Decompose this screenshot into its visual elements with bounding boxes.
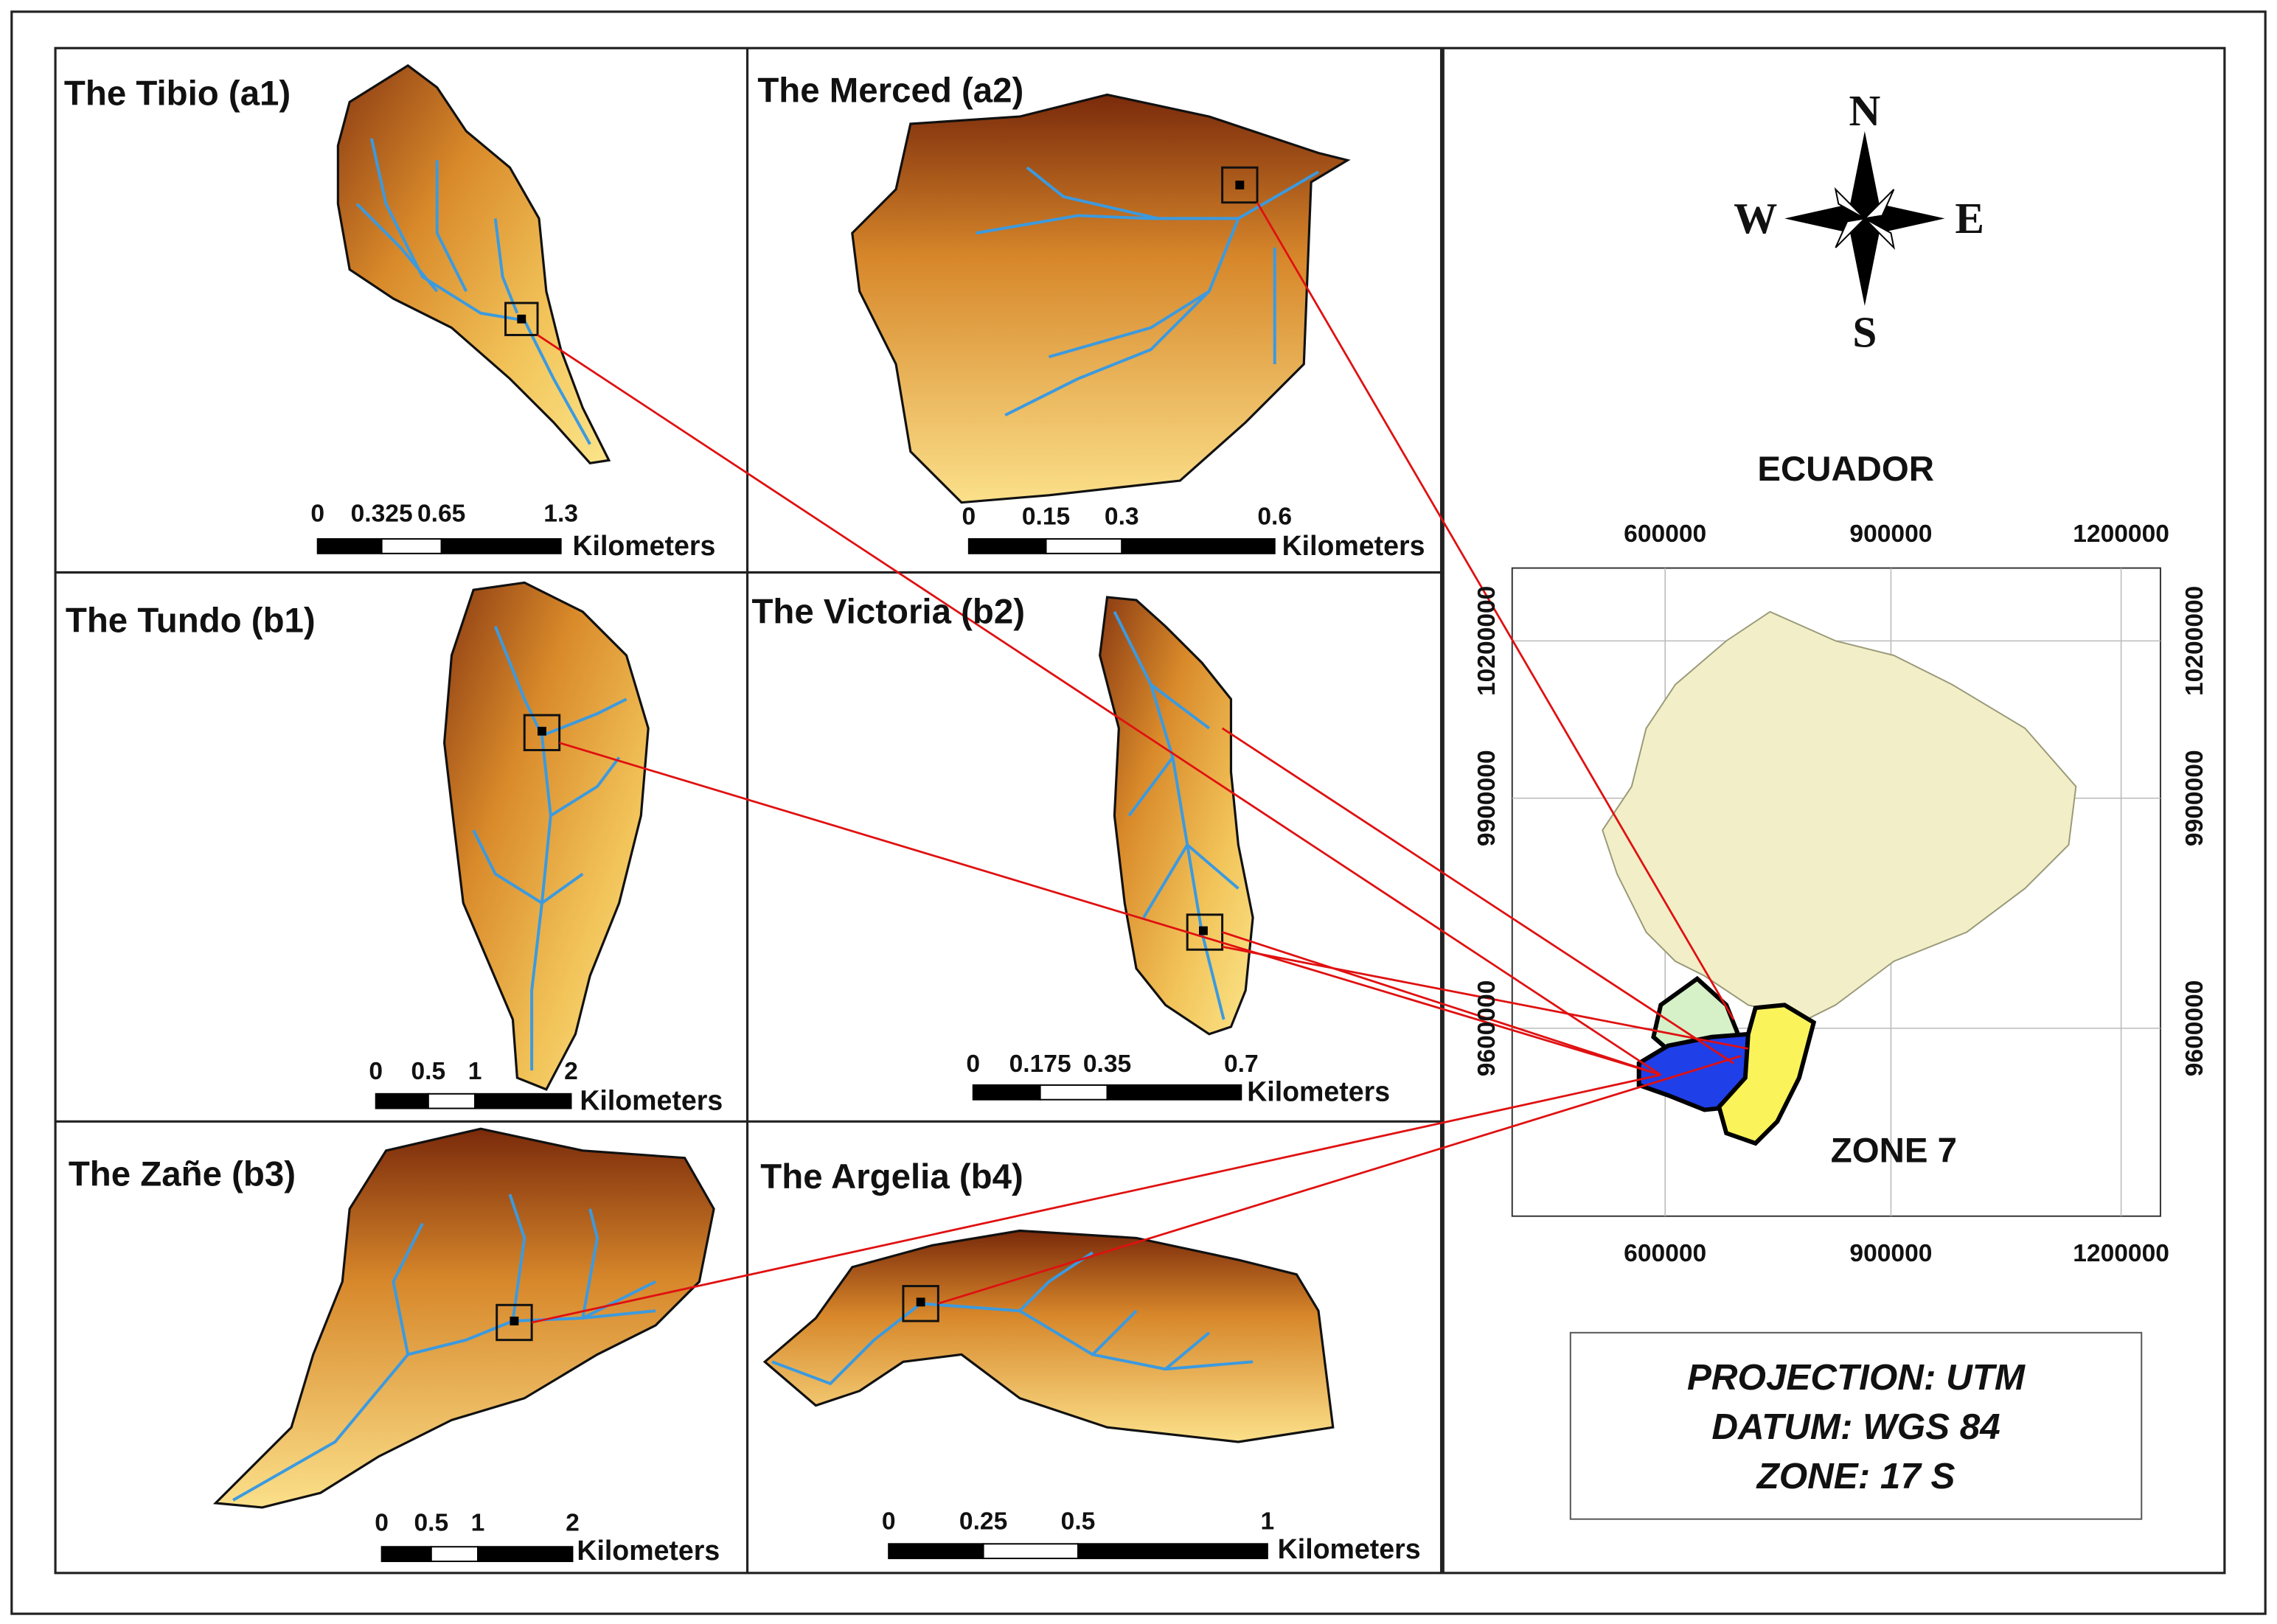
compass-north: N xyxy=(1849,86,1880,135)
labels: The Tibio (a1) The Merced (a2) The Tundo… xyxy=(64,71,1025,1196)
scale-label: 1.3 xyxy=(543,500,578,527)
y-tick-label: 10200000 xyxy=(1473,586,1501,696)
scale-unit: Kilometers xyxy=(572,530,715,561)
scale-label: 0 xyxy=(962,503,976,530)
scale-label: 0.35 xyxy=(1083,1050,1131,1078)
compass xyxy=(1784,130,1945,306)
scale-label: 0.6 xyxy=(1257,503,1292,530)
connector-lines xyxy=(531,201,1749,1324)
scale-label: 0.25 xyxy=(959,1508,1007,1536)
panel-title: The Merced (a2) xyxy=(757,71,1023,110)
scale-unit: Kilometers xyxy=(1247,1076,1390,1107)
watershed-a2 xyxy=(851,93,1351,504)
inset-title: ECUADOR xyxy=(1757,450,1934,489)
scale-label: 0.325 xyxy=(351,500,413,527)
scale-label: 0.3 xyxy=(1105,503,1139,530)
scale-unit: Kilometers xyxy=(580,1085,723,1116)
x-tick-label: 600000 xyxy=(1624,1240,1706,1267)
compass-south: S xyxy=(1852,307,1877,356)
region-label: ZONE 7 xyxy=(1831,1132,1957,1171)
inner-frame xyxy=(54,46,2226,1575)
scale-label: 0.5 xyxy=(1061,1508,1096,1536)
scale-label: 0.7 xyxy=(1224,1050,1259,1078)
scale-unit: Kilometers xyxy=(1282,530,1425,561)
scale-label: 0 xyxy=(966,1050,980,1078)
x-tick-label: 900000 xyxy=(1849,520,1932,548)
y-tick-label: 9900000 xyxy=(2181,750,2208,846)
scale-label: 1 xyxy=(471,1510,485,1537)
scale-label: 2 xyxy=(566,1510,580,1537)
projection-line: ZONE: 17 S xyxy=(1756,1456,1956,1496)
panel-title: The Argelia (b4) xyxy=(760,1157,1023,1196)
outer-frame xyxy=(10,10,2267,1615)
watershed-a1 xyxy=(336,64,611,465)
scale-label: 0.65 xyxy=(417,500,465,527)
scale-label: 0 xyxy=(310,500,324,527)
compass-east: E xyxy=(1955,194,1984,243)
projection-line: DATUM: WGS 84 xyxy=(1711,1407,2000,1447)
projection-line: PROJECTION: UTM xyxy=(1687,1357,2026,1398)
watershed-b1 xyxy=(442,581,650,1091)
scale-unit: Kilometers xyxy=(1278,1533,1421,1564)
compass-west: W xyxy=(1734,194,1777,243)
ecuador-shape xyxy=(1602,610,2077,1021)
y-tick-label: 9600000 xyxy=(1473,980,1501,1077)
y-tick-label: 9900000 xyxy=(1473,750,1501,846)
scale-label: 0.15 xyxy=(1022,503,1070,530)
scale-label: 0.5 xyxy=(411,1058,446,1085)
scale-unit: Kilometers xyxy=(577,1535,720,1566)
panel-title: The Tibio (a1) xyxy=(64,74,291,113)
scale-label: 0.175 xyxy=(1009,1050,1071,1078)
y-tick-label: 10200000 xyxy=(2181,586,2208,696)
projection-box xyxy=(1569,1331,2143,1520)
scale-bars xyxy=(316,538,1276,1562)
scale-label: 0 xyxy=(375,1510,389,1537)
panel-title: The Zañe (b3) xyxy=(69,1154,296,1193)
x-tick-label: 1200000 xyxy=(2073,1240,2169,1267)
x-tick-label: 900000 xyxy=(1849,1240,1932,1267)
watershed-b2 xyxy=(1099,596,1254,1036)
watershed-b4 xyxy=(762,1229,1335,1443)
scale-label: 0 xyxy=(369,1058,383,1085)
scale-label: 1 xyxy=(1261,1508,1275,1536)
scale-label: 0 xyxy=(882,1508,896,1536)
x-tick-label: 1200000 xyxy=(2073,520,2169,548)
zone-yellow xyxy=(1717,1003,1817,1146)
watershed-b3 xyxy=(212,1127,715,1509)
scale-label: 1 xyxy=(468,1058,482,1085)
y-tick-label: 9600000 xyxy=(2181,980,2208,1077)
scale-label: 2 xyxy=(564,1058,578,1085)
panel-title: The Tundo (b1) xyxy=(66,602,316,641)
panel-title: The Victoria (b2) xyxy=(751,593,1025,632)
x-tick-label: 600000 xyxy=(1624,520,1706,548)
inset-ticks: 600000 600000 900000 900000 1200000 1200000 10… xyxy=(1473,520,2208,1267)
scale-label: 0.5 xyxy=(414,1510,448,1537)
